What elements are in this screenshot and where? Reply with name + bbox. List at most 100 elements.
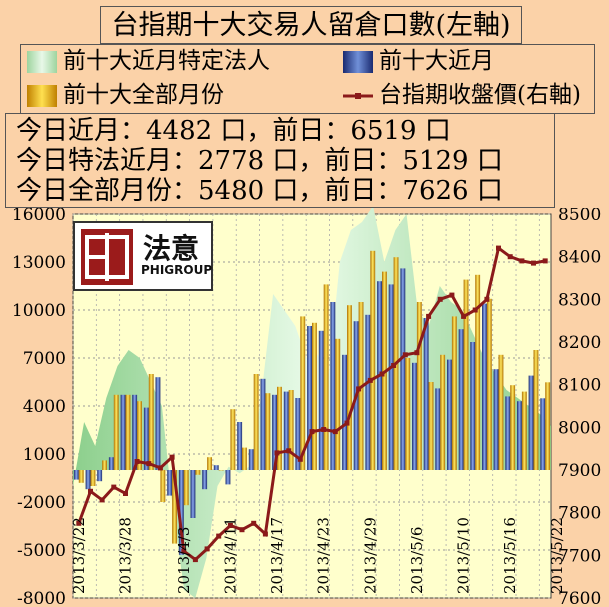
price-point [274, 450, 280, 456]
price-point [402, 352, 408, 358]
bar-near-month [132, 394, 138, 470]
logo-mark-icon [81, 229, 133, 285]
bar-near-month [307, 326, 312, 470]
y-left-tick-label: 10000 [12, 301, 66, 321]
x-tick-label: 2013/3/28 [117, 517, 135, 594]
legend-swatch-near [343, 51, 373, 73]
price-point [297, 456, 303, 462]
price-point [414, 350, 420, 356]
price-point [542, 258, 548, 264]
bar-near-month [190, 470, 196, 518]
bar-all-months [195, 470, 201, 475]
bar-all-months [183, 470, 189, 506]
price-point [356, 386, 362, 392]
bar-all-months [463, 279, 469, 470]
bar-all-months [475, 274, 481, 470]
bar-near-month [482, 303, 487, 470]
bar-near-month [108, 457, 114, 470]
bar-all-months [78, 470, 84, 483]
price-point [239, 527, 245, 533]
bar-all-months [498, 354, 504, 470]
bar-near-month [528, 375, 534, 470]
x-tick-label: 2013/5/10 [455, 517, 473, 594]
bar-all-months [265, 393, 271, 470]
price-point [507, 254, 513, 260]
bar-near-month [470, 342, 476, 470]
bar-all-months [288, 390, 294, 470]
bar-near-month [540, 398, 546, 470]
bar-near-month [167, 470, 173, 496]
x-tick-label: 2013/5/6 [408, 527, 426, 594]
bar-near-month [493, 369, 499, 470]
y-right-tick-label: 7700 [558, 546, 601, 566]
y-right-tick-label: 8300 [558, 290, 601, 310]
bar-near-month [365, 314, 371, 470]
price-point [449, 292, 455, 298]
stats-box: 今日近月：4482 口，前日：6519 口 今日特法近月：2778 口，前日：5… [5, 113, 555, 208]
legend-label-all: 前十大全部月份 [63, 82, 224, 108]
x-tick-label: 2013/4/11 [221, 517, 239, 594]
bar-near-month [272, 394, 277, 470]
x-tick-label: 2013/5/16 [501, 517, 519, 594]
price-point [216, 533, 222, 539]
bar-all-months [451, 316, 457, 470]
bar-all-months [137, 401, 142, 470]
bar-all-months [113, 394, 119, 470]
price-line [76, 245, 548, 563]
chart-title: 台指期十大交易人留倉口數(左軸) [100, 6, 522, 44]
bar-near-month [155, 377, 161, 470]
x-tick-label: 2013/4/29 [361, 517, 379, 594]
bar-all-months [230, 409, 236, 470]
bar-all-months [486, 298, 492, 470]
bar-near-month [318, 330, 324, 470]
price-point [111, 484, 117, 490]
bar-near-month [423, 318, 429, 470]
y-left-ticks: 16000 13000 10000 7000 4000 1000 -2000 -5000 -80… [12, 208, 66, 607]
legend-swatch-special [27, 51, 57, 73]
bar-all-months [300, 316, 306, 470]
price-point [146, 461, 152, 467]
bar-near-month [237, 422, 243, 470]
legend-label-near: 前十大近月 [379, 48, 494, 74]
price-point [251, 520, 257, 526]
price-point [531, 260, 536, 266]
price-point [99, 497, 105, 503]
y-right-tick-label: 7800 [558, 504, 601, 524]
logo-text-en: PHIGROUP [141, 263, 213, 277]
bar-near-month [225, 470, 231, 485]
bar-near-month [120, 394, 126, 470]
bar-near-month [248, 449, 254, 470]
y-left-tick-label: -8000 [17, 589, 66, 607]
y-right-tick-label: 8200 [558, 333, 601, 353]
price-point [472, 307, 478, 313]
bar-all-months [253, 374, 259, 470]
bar-all-months [207, 457, 212, 470]
bar-near-month [447, 359, 452, 470]
x-ticks: 2013/3/22 2013/3/28 2013/4/3 2013/4/11 2013/… [70, 517, 566, 594]
stat-near-month: 今日近月：4482 口，前日：6519 口 [16, 116, 451, 146]
y-left-tick-label: 13000 [12, 253, 66, 273]
bar-near-month [342, 354, 347, 470]
bar-all-months [510, 385, 516, 470]
price-point [123, 491, 128, 496]
bar-near-month [178, 470, 184, 555]
price-point [309, 429, 315, 435]
price-point [461, 313, 467, 319]
bar-all-months [521, 391, 527, 470]
y-left-tick-label: 4000 [23, 397, 66, 417]
legend-label-special: 前十大近月特定法人 [63, 48, 270, 74]
price-point [204, 546, 210, 552]
stat-special-near-month: 今日特法近月：2778 口，前日：5129 口 [16, 146, 503, 176]
price-point [484, 296, 490, 302]
bar-all-months [533, 350, 539, 470]
legend-swatch-all [27, 85, 57, 107]
y-right-ticks: 8500 8400 8300 8200 8100 8000 7900 7800 7700 7600 [558, 208, 601, 607]
price-point [227, 523, 233, 528]
bar-all-months [347, 305, 352, 470]
price-point [181, 548, 187, 554]
bar-all-months [440, 354, 446, 470]
bar-all-months [312, 322, 317, 470]
bar-near-month [295, 398, 301, 470]
x-tick-label: 2013/4/3 [175, 527, 193, 594]
bar-near-month [283, 391, 289, 470]
